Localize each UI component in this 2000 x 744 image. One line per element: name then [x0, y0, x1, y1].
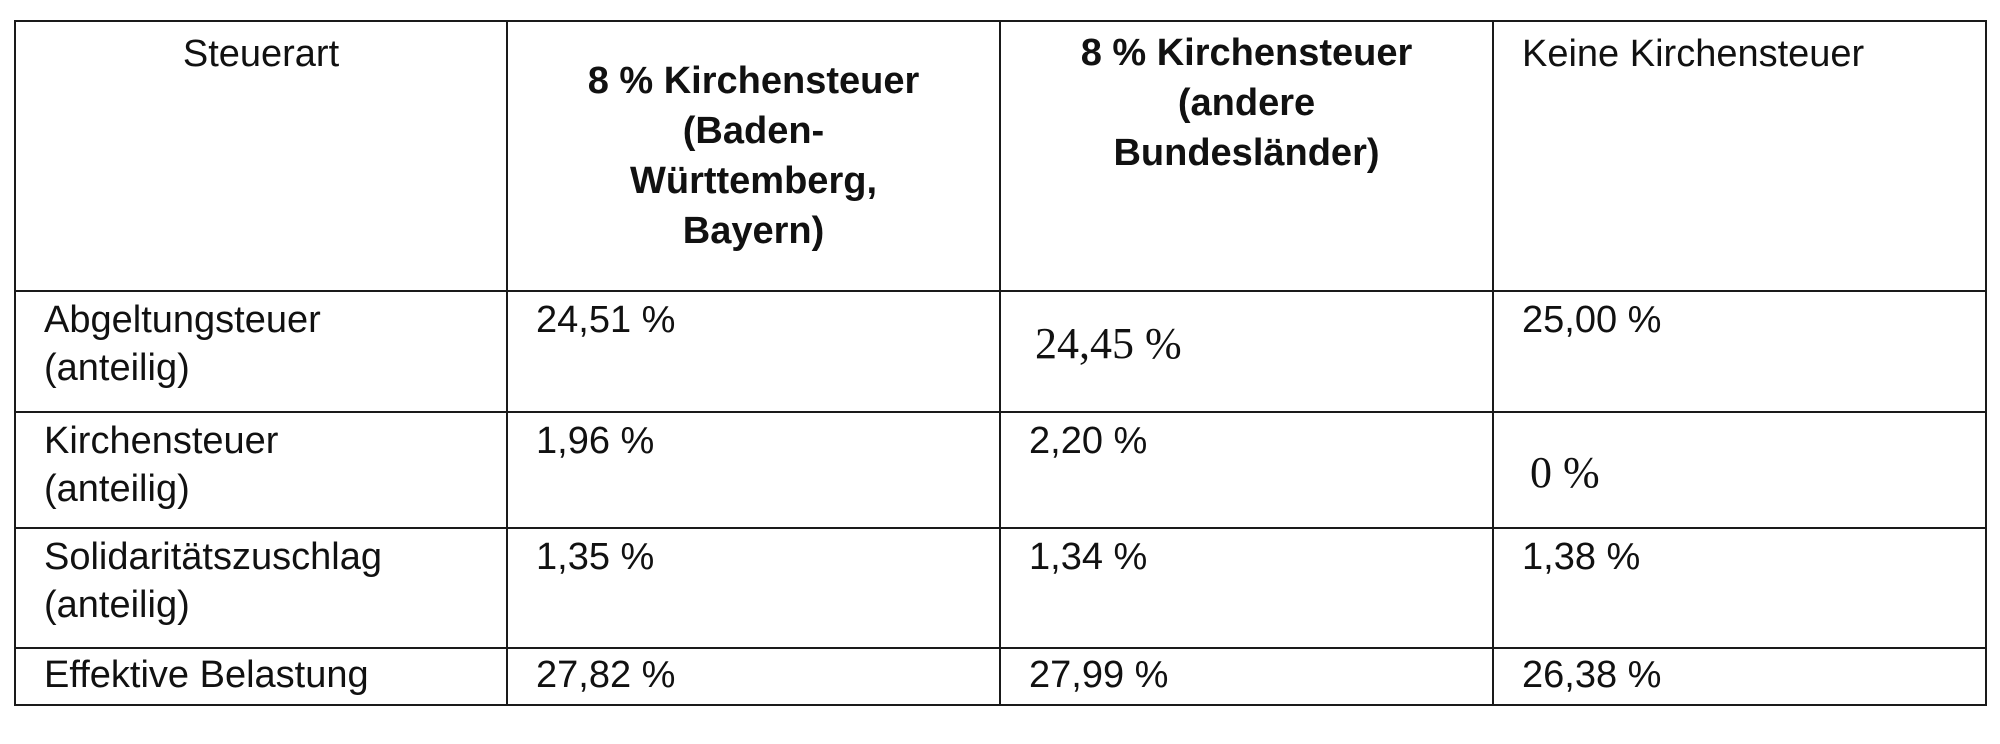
cell-value: 1,38 % [1492, 527, 1987, 649]
cell-value: 0 % [1492, 411, 1987, 529]
header-kirchensteuer-andere: 8 % Kirchensteuer (andere Bundesländer) [999, 20, 1494, 292]
tax-comparison-table: Steuerart 8 % Kirchensteuer (Baden- Würt… [14, 20, 1987, 706]
header-keine-kirchensteuer: Keine Kirchensteuer [1492, 20, 1987, 292]
cell-value: 27,99 % [999, 647, 1494, 706]
cell-value: 2,20 % [999, 411, 1494, 529]
row-label-abgeltungsteuer: Abgeltungsteuer (anteilig) [14, 290, 508, 413]
cell-value: 1,96 % [506, 411, 1001, 529]
cell-value: 24,51 % [506, 290, 1001, 413]
header-row: Steuerart 8 % Kirchensteuer (Baden- Würt… [14, 20, 1987, 292]
cell-value: 27,82 % [506, 647, 1001, 706]
cell-value: 1,35 % [506, 527, 1001, 649]
row-label-effektive-belastung: Effektive Belastung [14, 647, 508, 706]
cell-value: 24,45 % [999, 290, 1494, 413]
cell-value: 1,34 % [999, 527, 1494, 649]
header-kirchensteuer-bw-bayern: 8 % Kirchensteuer (Baden- Württemberg, B… [506, 20, 1001, 292]
table-row: Abgeltungsteuer (anteilig) 24,51 % 24,45… [14, 290, 1987, 413]
cell-value: 26,38 % [1492, 647, 1987, 706]
row-label-kirchensteuer: Kirchensteuer (anteilig) [14, 411, 508, 529]
row-label-solidaritaetszuschlag: Solidaritätszuschlag (anteilig) [14, 527, 508, 649]
cell-value: 25,00 % [1492, 290, 1987, 413]
table-row: Solidaritätszuschlag (anteilig) 1,35 % 1… [14, 527, 1987, 649]
header-steuerart: Steuerart [14, 20, 508, 292]
table-row: Kirchensteuer (anteilig) 1,96 % 2,20 % 0… [14, 411, 1987, 529]
table-row: Effektive Belastung 27,82 % 27,99 % 26,3… [14, 647, 1987, 706]
